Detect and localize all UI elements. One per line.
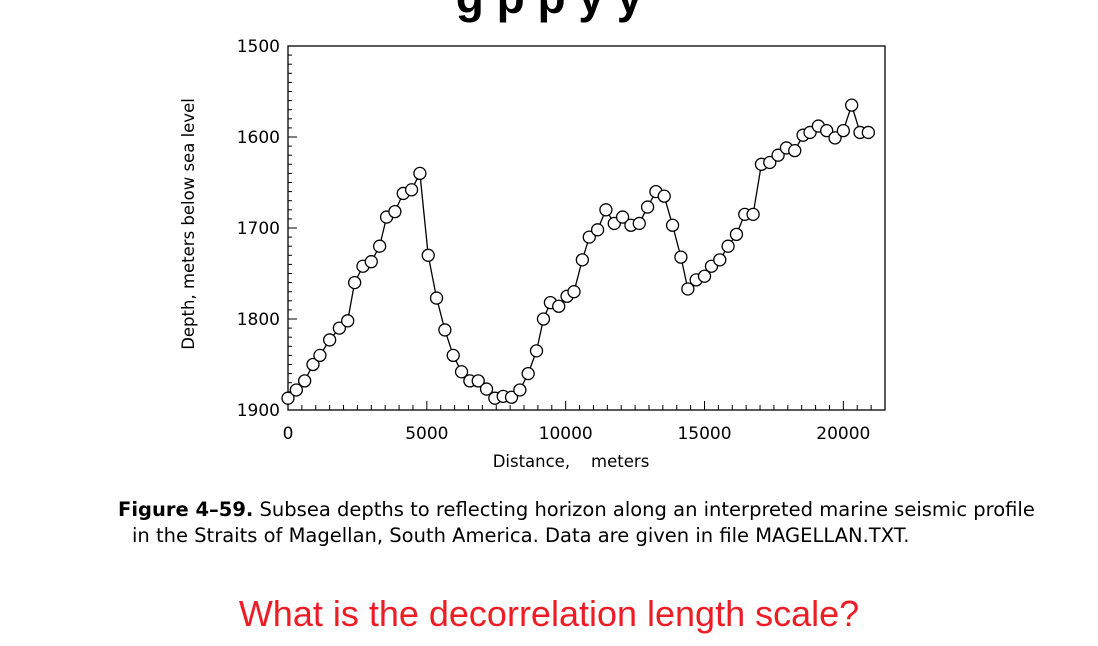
data-point (640, 200, 655, 214)
data-point (861, 125, 875, 140)
data-point (599, 203, 613, 217)
data-point (446, 348, 460, 363)
data-point (836, 123, 850, 138)
data-point (746, 207, 760, 222)
data-point (347, 275, 362, 290)
x-tick-label: 5000 (405, 424, 448, 444)
data-point (364, 255, 378, 269)
caption-line-1: Subsea depths to reflecting horizon alon… (259, 498, 1035, 521)
data-point (323, 333, 337, 347)
data-point (582, 230, 596, 244)
data-point (697, 269, 712, 283)
data-point (713, 253, 727, 267)
data-point (479, 382, 494, 396)
caption-line-2: in the Straits of Magellan, South Americ… (132, 524, 910, 547)
x-tick-label: 0 (283, 424, 294, 444)
data-point (729, 227, 744, 242)
data-point (828, 131, 842, 145)
data-point (388, 204, 402, 219)
data-point (632, 216, 646, 231)
data-point (567, 285, 581, 299)
data-point (471, 374, 485, 388)
data-point (438, 323, 452, 337)
axis-ticks (287, 45, 886, 411)
x-tick-label: 20000 (816, 424, 870, 444)
data-point (281, 391, 295, 405)
y-tick-label: 1900 (237, 401, 280, 421)
y-tick-label: 1500 (237, 37, 280, 57)
figure-caption: Figure 4–59. Subsea depths to reflecting… (118, 497, 1078, 549)
figure-label: Figure 4–59. (118, 498, 254, 521)
data-point (681, 282, 695, 296)
data-point (341, 314, 355, 328)
data-point (504, 390, 519, 404)
plot-border (287, 45, 886, 411)
data-point (521, 366, 535, 381)
data-point (536, 312, 551, 326)
data-point (413, 166, 427, 181)
data-point (429, 291, 444, 305)
y-tick-label: 1700 (237, 219, 280, 239)
x-axis-label: Distance, meters (493, 452, 650, 471)
data-point (404, 183, 419, 197)
question-text: What is the decorrelation length scale? (238, 593, 860, 634)
data-points (281, 98, 875, 405)
data-point (372, 239, 387, 253)
data-point (313, 348, 327, 363)
data-point (845, 98, 859, 112)
data-point (513, 383, 527, 397)
data-point (721, 239, 735, 253)
data-point (665, 218, 680, 232)
data-point (421, 248, 435, 262)
data-point (657, 189, 671, 203)
data-point (306, 357, 320, 372)
data-point (590, 223, 605, 237)
data-point (674, 250, 688, 264)
y-axis-label: Depth, meters below sea level (179, 98, 198, 350)
slide-title: g p p y y (0, 0, 1098, 24)
y-tick-label: 1800 (237, 310, 280, 330)
y-tick-label: 1600 (237, 128, 280, 148)
data-point (575, 253, 589, 267)
data-point (529, 344, 544, 358)
data-point (332, 321, 347, 335)
data-point (763, 155, 777, 170)
data-point (771, 148, 785, 162)
data-point (820, 123, 834, 138)
data-point (298, 374, 312, 388)
data-point (454, 365, 469, 379)
data-point (552, 299, 566, 313)
x-tick-label: 10000 (539, 424, 593, 444)
data-point (788, 143, 802, 158)
x-tick-label: 15000 (677, 424, 731, 444)
plot-frame (287, 45, 886, 411)
data-point (289, 383, 303, 397)
data-point (615, 210, 630, 224)
